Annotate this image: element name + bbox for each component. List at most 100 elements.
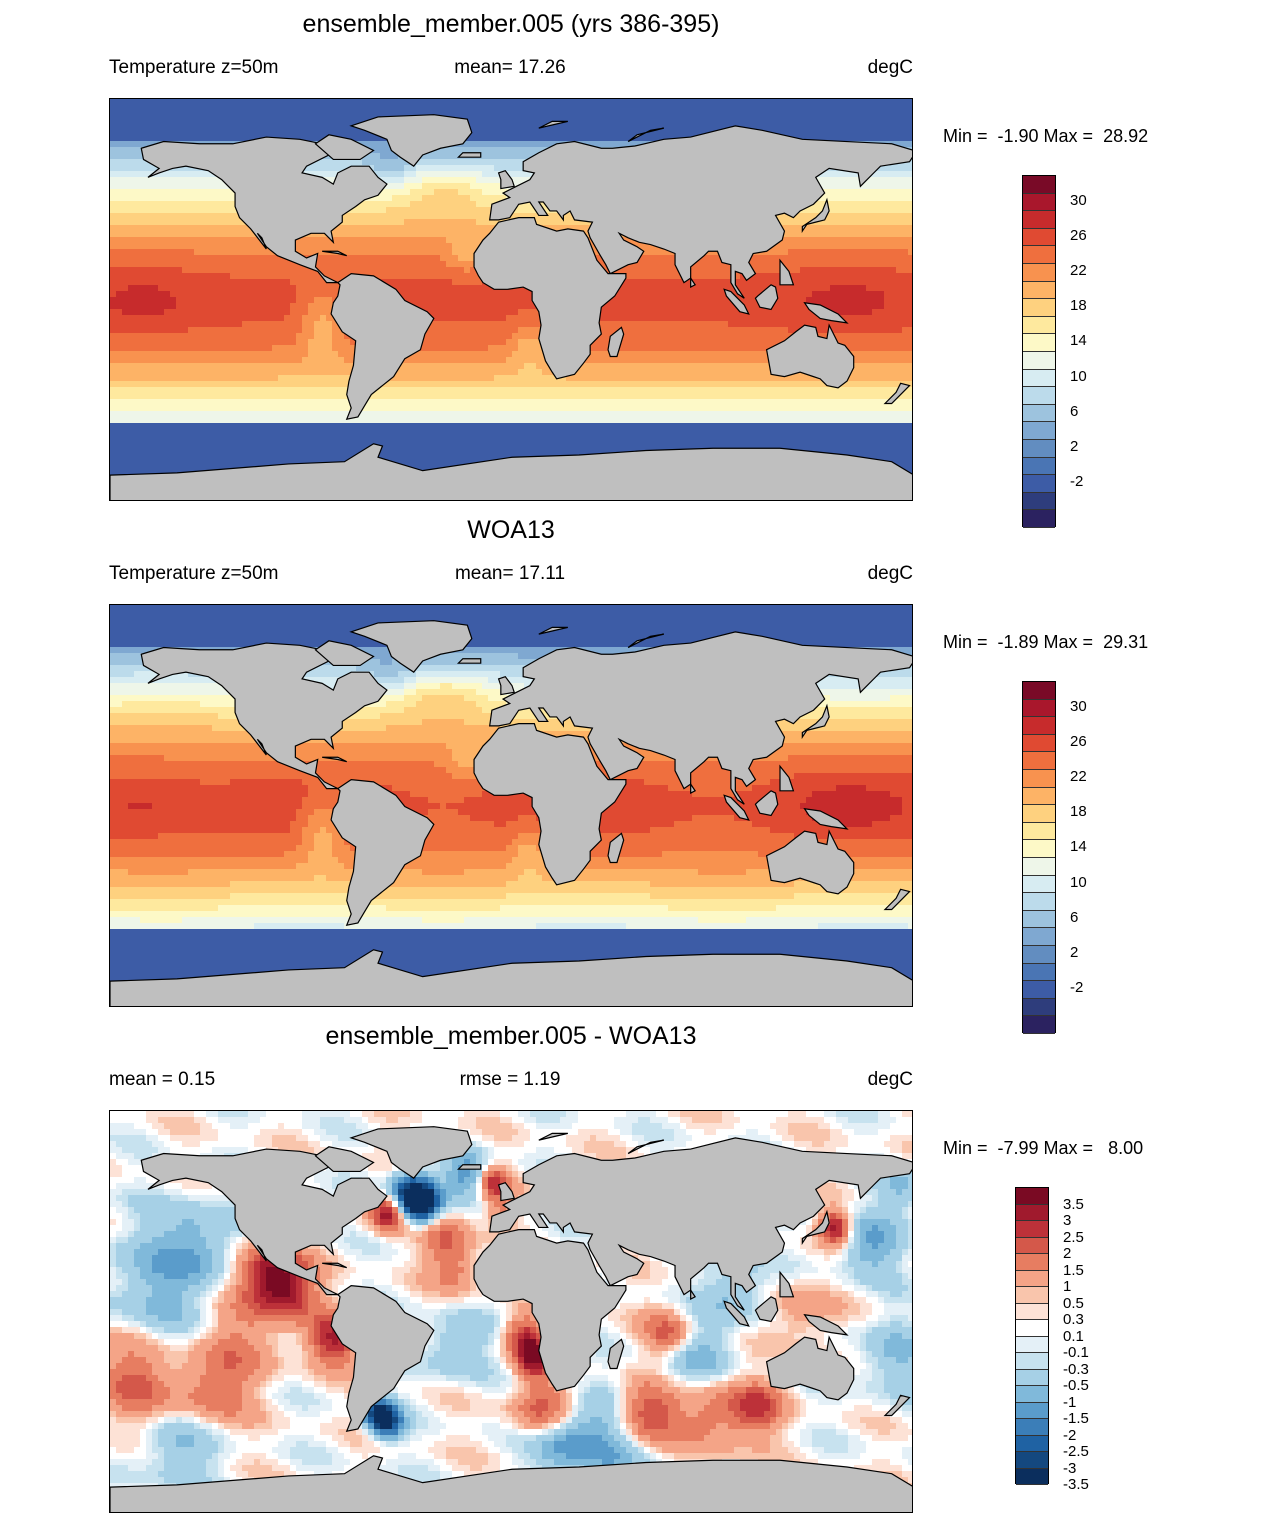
colorbar-swatch bbox=[1023, 369, 1055, 388]
landmass-sumatra bbox=[723, 288, 750, 315]
landmass-baffin bbox=[314, 640, 375, 667]
colorbar-tick-label: 6 bbox=[1070, 404, 1078, 419]
colorbar-swatch bbox=[1023, 822, 1055, 841]
landmass-britain bbox=[497, 1181, 516, 1202]
landmass-eurasia bbox=[488, 1137, 912, 1311]
colorbar-tick-label: -1 bbox=[1063, 1395, 1076, 1410]
landmass-iceland bbox=[456, 658, 482, 664]
min-max-label: Min = -7.99 Max = 8.00 bbox=[943, 1138, 1143, 1159]
colorbar-swatch bbox=[1023, 439, 1055, 458]
landmass-newZealand bbox=[883, 1394, 911, 1417]
colorbar-tick-label: 6 bbox=[1070, 910, 1078, 925]
landmass-southAmerica bbox=[330, 1285, 435, 1432]
temperature-map bbox=[109, 604, 913, 1007]
landmass-madagascar bbox=[607, 832, 625, 864]
landmass-antarctica bbox=[110, 949, 912, 1006]
colorbar-swatch bbox=[1023, 682, 1055, 700]
landmass-borneo bbox=[754, 284, 779, 311]
units-label: degC bbox=[868, 57, 913, 79]
landmass-newGuinea bbox=[803, 301, 849, 324]
landmass-eurasia bbox=[488, 125, 912, 299]
colorbar-swatch bbox=[1023, 492, 1055, 511]
colorbar-swatch bbox=[1023, 945, 1055, 964]
colorbar-swatch bbox=[1023, 422, 1055, 440]
colorbar-swatch bbox=[1023, 752, 1055, 770]
colorbar-tick-label: 0.1 bbox=[1063, 1329, 1084, 1344]
colorbar-tick-label: -0.3 bbox=[1063, 1362, 1089, 1377]
colorbar-swatch bbox=[1023, 928, 1055, 946]
min-max-label: Min = -1.90 Max = 28.92 bbox=[943, 126, 1148, 147]
colorbar-tick-label: 2 bbox=[1063, 1246, 1071, 1261]
variable-label: Temperature z=50m bbox=[109, 563, 279, 585]
colorbar-swatch bbox=[1023, 457, 1055, 476]
colorbar-swatch bbox=[1023, 734, 1055, 753]
landmass-northAmerica bbox=[140, 1148, 388, 1296]
mean-label: mean = 0.15 bbox=[109, 1069, 215, 1091]
colorbar-swatch bbox=[1023, 510, 1055, 528]
landmass-sriLanka bbox=[690, 1288, 697, 1301]
colorbar-swatch bbox=[1023, 475, 1055, 493]
rmse-label: rmse = 1.19 bbox=[0, 1069, 1020, 1091]
colorbar-swatches bbox=[1022, 175, 1056, 528]
landmass-japan bbox=[801, 197, 830, 234]
colorbar-swatch bbox=[1016, 1402, 1048, 1419]
colorbar-swatch bbox=[1023, 211, 1055, 229]
land-layer bbox=[110, 620, 912, 1006]
colorbar-swatch bbox=[1016, 1254, 1048, 1271]
colorbar-swatch bbox=[1023, 998, 1055, 1017]
colorbar-tick-label: 26 bbox=[1070, 734, 1087, 749]
min-max-label: Min = -1.89 Max = 29.31 bbox=[943, 632, 1148, 653]
landmass-eurasia bbox=[488, 631, 912, 805]
colorbar-swatch bbox=[1016, 1303, 1048, 1320]
colorbar-tick-label: -2.5 bbox=[1063, 1444, 1089, 1459]
landmass-cuba bbox=[322, 250, 348, 257]
colorbar-swatch bbox=[1023, 281, 1055, 300]
landmass-novaya bbox=[627, 633, 665, 649]
colorbar-swatch bbox=[1023, 228, 1055, 247]
colorbar-swatch bbox=[1023, 299, 1055, 317]
colorbar-tick-label: 1 bbox=[1063, 1279, 1071, 1294]
colorbar-tick-label: 2 bbox=[1070, 439, 1078, 454]
colorbar-swatch bbox=[1023, 717, 1055, 735]
difference-map bbox=[109, 1110, 913, 1513]
panel-difference: ensemble_member.005 - WOA13 mean = 0.15 … bbox=[0, 1012, 1285, 1518]
landmass-novaya bbox=[627, 127, 665, 143]
landmass-sumatra bbox=[723, 794, 750, 821]
landmass-svalbard bbox=[538, 1132, 568, 1141]
landmass-northAmerica bbox=[140, 642, 388, 790]
colorbar-tick-label: -3 bbox=[1063, 1461, 1076, 1476]
landmass-japan bbox=[801, 703, 830, 740]
map-field bbox=[110, 605, 912, 1006]
colorbar-swatch bbox=[1023, 963, 1055, 982]
landmass-newZealand bbox=[883, 888, 911, 911]
colorbar-swatch bbox=[1023, 787, 1055, 806]
landmass-southAmerica bbox=[330, 273, 435, 420]
colorbar-swatch bbox=[1023, 387, 1055, 405]
colorbar-tick-label: -2 bbox=[1070, 980, 1083, 995]
panel-title: ensemble_member.005 (yrs 386-395) bbox=[109, 10, 913, 39]
landmass-svalbard bbox=[538, 120, 568, 129]
colorbar-swatch bbox=[1023, 769, 1055, 788]
colorbar-tick-label: -0.1 bbox=[1063, 1345, 1089, 1360]
landmass-baffin bbox=[314, 1146, 375, 1173]
colorbar-swatch bbox=[1016, 1320, 1048, 1337]
colorbar-swatch bbox=[1016, 1386, 1048, 1403]
landmass-madagascar bbox=[607, 326, 625, 358]
colorbar-swatch bbox=[1023, 246, 1055, 264]
units-label: degC bbox=[868, 563, 913, 585]
panel-title: WOA13 bbox=[109, 516, 913, 545]
colorbar-tick-label: 3 bbox=[1063, 1213, 1071, 1228]
colorbar-tick-label: 26 bbox=[1070, 228, 1087, 243]
colorbar-swatch bbox=[1016, 1270, 1048, 1287]
landmass-cuba bbox=[322, 1262, 348, 1269]
units-label: degC bbox=[868, 1069, 913, 1091]
colorbar-tick-label: 18 bbox=[1070, 298, 1087, 313]
landmass-newGuinea bbox=[803, 807, 849, 830]
colorbar-tick-label: 10 bbox=[1070, 875, 1087, 890]
panel-model: ensemble_member.005 (yrs 386-395) Temper… bbox=[0, 0, 1285, 528]
landmass-japan bbox=[801, 1209, 830, 1246]
colorbar-swatch bbox=[1023, 699, 1055, 718]
landmass-madagascar bbox=[607, 1338, 625, 1370]
colorbar-swatches bbox=[1015, 1187, 1049, 1485]
landmass-svalbard bbox=[538, 626, 568, 635]
